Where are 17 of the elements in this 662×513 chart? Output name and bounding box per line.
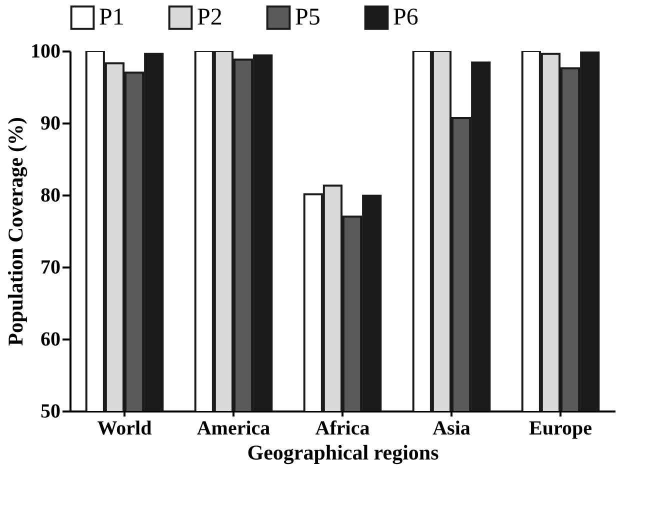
- y-tick-label: 80: [40, 184, 60, 206]
- legend-label: P5: [295, 4, 320, 31]
- legend-label: P6: [393, 4, 418, 31]
- y-axis-title: Population Coverage (%): [4, 117, 28, 346]
- x-tick-label: World: [97, 418, 152, 440]
- y-tick-label: 50: [40, 400, 60, 422]
- y-tick-label: 70: [40, 256, 60, 278]
- legend-label: P2: [197, 4, 222, 31]
- x-tick-label: Europe: [529, 418, 592, 440]
- y-tick-label: 60: [40, 328, 60, 350]
- y-tick-label: 90: [40, 112, 60, 134]
- x-axis-title: Geographical regions: [247, 440, 439, 464]
- x-tick-label: America: [196, 418, 270, 440]
- x-tick-label: Africa: [315, 418, 370, 440]
- x-tick-label: Asia: [432, 418, 470, 440]
- y-tick-label: 100: [30, 40, 60, 62]
- legend-label: P1: [99, 4, 124, 31]
